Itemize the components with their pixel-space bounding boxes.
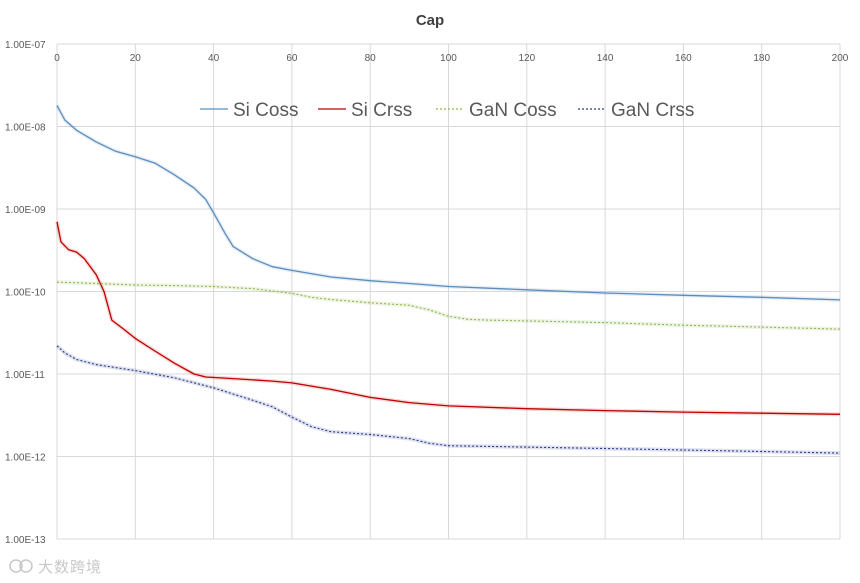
legend-label-si-crss: Si Crss bbox=[351, 100, 412, 121]
x-tick-label: 100 bbox=[440, 53, 457, 64]
y-tick-label: 1.00E-09 bbox=[5, 205, 46, 216]
legend-label-gan-coss: GaN Coss bbox=[469, 100, 557, 121]
watermark-logo-icon bbox=[9, 559, 33, 573]
series-line-si-coss bbox=[56, 105, 841, 301]
x-tick-label: 120 bbox=[518, 53, 535, 64]
y-tick-label: 1.00E-11 bbox=[5, 370, 45, 381]
series-lines bbox=[55, 104, 841, 456]
x-tick-label: 80 bbox=[365, 53, 377, 64]
x-tick-label: 160 bbox=[675, 53, 692, 64]
x-tick-label: 140 bbox=[597, 53, 614, 64]
x-tick-label: 0 bbox=[54, 53, 60, 64]
watermark: 大数跨境 bbox=[8, 556, 102, 577]
x-tick-label: 180 bbox=[753, 53, 770, 64]
x-tick-label: 200 bbox=[832, 53, 849, 64]
y-tick-label: 1.00E-08 bbox=[5, 123, 46, 134]
legend: Si Coss Si Crss GaN Coss GaN Crss bbox=[200, 100, 694, 121]
chart-title: Cap bbox=[416, 12, 444, 29]
legend-label-si-coss: Si Coss bbox=[233, 100, 298, 121]
series-line-gan-coss bbox=[56, 281, 841, 330]
x-tick-label: 20 bbox=[130, 53, 142, 64]
series-line-si-crss bbox=[56, 221, 841, 415]
y-tick-label: 1.00E-12 bbox=[5, 453, 46, 464]
x-tick-labels: 0 20 40 60 80 100 120 140 160 180 200 bbox=[54, 53, 849, 64]
y-tick-label: 1.00E-10 bbox=[5, 288, 46, 299]
y-tick-label: 1.00E-07 bbox=[5, 40, 46, 51]
grid bbox=[56, 43, 841, 540]
y-tick-labels: 1.00E-07 1.00E-08 1.00E-09 1.00E-10 1.00E-11… bbox=[5, 40, 46, 546]
series-line-gan-crss bbox=[56, 345, 841, 454]
x-tick-label: 60 bbox=[286, 53, 298, 64]
legend-label-gan-crss: GaN Crss bbox=[611, 100, 694, 121]
x-tick-label: 40 bbox=[208, 53, 220, 64]
watermark-text: 大数跨境 bbox=[38, 558, 103, 576]
y-tick-label: 1.00E-13 bbox=[5, 535, 46, 546]
